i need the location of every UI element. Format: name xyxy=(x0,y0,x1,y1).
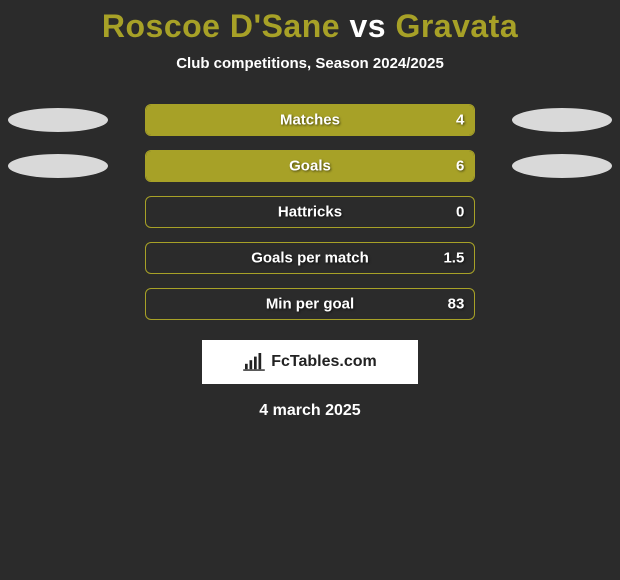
stat-bar: Matches 4 xyxy=(145,104,476,136)
stat-label: Goals per match xyxy=(146,250,475,267)
right-marker-slot xyxy=(503,196,620,228)
left-marker-oval xyxy=(8,154,108,178)
stat-row: Goals per match 1.5 xyxy=(0,242,620,274)
stat-bar: Min per goal 83 xyxy=(145,288,476,320)
page-title: Roscoe D'Sane vs Gravata xyxy=(102,8,518,45)
stat-value: 83 xyxy=(448,296,465,313)
right-marker-slot xyxy=(503,104,620,136)
attribution-badge: FcTables.com xyxy=(202,340,418,384)
stat-bar-fill xyxy=(146,151,475,181)
stat-bar: Hattricks 0 xyxy=(145,196,476,228)
left-marker-slot xyxy=(0,150,117,182)
left-marker-slot xyxy=(0,104,117,136)
stat-row: Min per goal 83 xyxy=(0,288,620,320)
title-vs: vs xyxy=(349,8,386,44)
stat-row: Matches 4 xyxy=(0,104,620,136)
stat-rows: Matches 4 Goals 6 xyxy=(0,104,620,320)
right-marker-slot xyxy=(503,288,620,320)
date-label: 4 march 2025 xyxy=(259,402,360,420)
title-player1: Roscoe D'Sane xyxy=(102,8,340,44)
stat-bar: Goals per match 1.5 xyxy=(145,242,476,274)
stat-bar: Goals 6 xyxy=(145,150,476,182)
stat-value: 1.5 xyxy=(443,250,464,267)
stat-label: Min per goal xyxy=(146,296,475,313)
right-marker-oval xyxy=(512,154,612,178)
left-marker-oval xyxy=(8,108,108,132)
stat-value: 0 xyxy=(456,204,464,221)
stat-row: Hattricks 0 xyxy=(0,196,620,228)
stat-row: Goals 6 xyxy=(0,150,620,182)
attribution-text: FcTables.com xyxy=(271,353,377,371)
right-marker-slot xyxy=(503,242,620,274)
stat-bar-fill xyxy=(146,105,475,135)
subtitle: Club competitions, Season 2024/2025 xyxy=(176,55,444,72)
stats-card: Roscoe D'Sane vs Gravata Club competitio… xyxy=(0,0,620,420)
title-player2: Gravata xyxy=(395,8,518,44)
stat-label: Hattricks xyxy=(146,204,475,221)
bar-chart-icon xyxy=(243,353,265,371)
left-marker-slot xyxy=(0,242,117,274)
left-marker-slot xyxy=(0,196,117,228)
left-marker-slot xyxy=(0,288,117,320)
right-marker-slot xyxy=(503,150,620,182)
right-marker-oval xyxy=(512,108,612,132)
